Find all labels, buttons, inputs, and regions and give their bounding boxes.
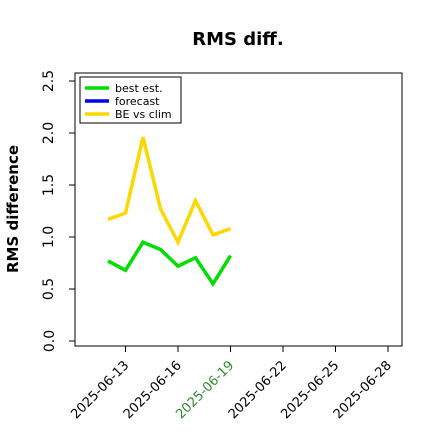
y-tick-label: 1.0 bbox=[41, 226, 57, 248]
y-axis: 0.0 0.5 1.0 1.5 2.0 2.5 bbox=[41, 70, 75, 352]
plot-frame bbox=[74, 72, 403, 347]
chart-title: RMS diff. bbox=[192, 29, 283, 50]
series-line-be-vs-clim bbox=[107, 136, 232, 247]
legend-label: forecast bbox=[115, 95, 160, 108]
y-tick-label: 0.5 bbox=[41, 278, 57, 300]
y-tick-label: 2.0 bbox=[41, 122, 57, 144]
legend-label: best est. bbox=[115, 82, 163, 95]
series-layer bbox=[107, 136, 232, 288]
y-tick-label: 1.5 bbox=[41, 174, 57, 196]
x-axis: 2025-06-132025-06-162025-06-192025-06-22… bbox=[68, 346, 395, 422]
y-tick-label: 2.5 bbox=[41, 70, 57, 92]
y-tick-label: 0.0 bbox=[42, 330, 58, 352]
y-axis-label: RMS difference bbox=[4, 145, 22, 273]
series-line-best-est- bbox=[107, 240, 232, 288]
legend-label: BE vs clim bbox=[115, 108, 172, 121]
